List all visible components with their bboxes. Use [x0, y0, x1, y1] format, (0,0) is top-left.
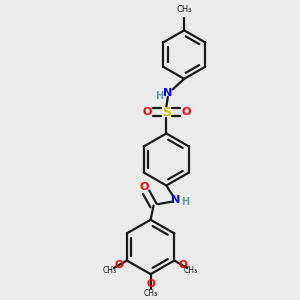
- Text: O: O: [181, 107, 191, 117]
- Text: O: O: [178, 260, 187, 270]
- Text: O: O: [114, 260, 123, 270]
- Text: CH₃: CH₃: [176, 5, 192, 14]
- Text: O: O: [142, 107, 152, 117]
- Text: CH₃: CH₃: [143, 289, 158, 298]
- Text: S: S: [162, 106, 171, 119]
- Text: N: N: [163, 88, 172, 98]
- Text: H: H: [155, 91, 163, 101]
- Text: CH₃: CH₃: [184, 266, 198, 274]
- Text: O: O: [146, 279, 155, 289]
- Text: H: H: [181, 197, 189, 207]
- Text: N: N: [171, 195, 181, 205]
- Text: O: O: [140, 182, 149, 192]
- Text: CH₃: CH₃: [103, 266, 117, 274]
